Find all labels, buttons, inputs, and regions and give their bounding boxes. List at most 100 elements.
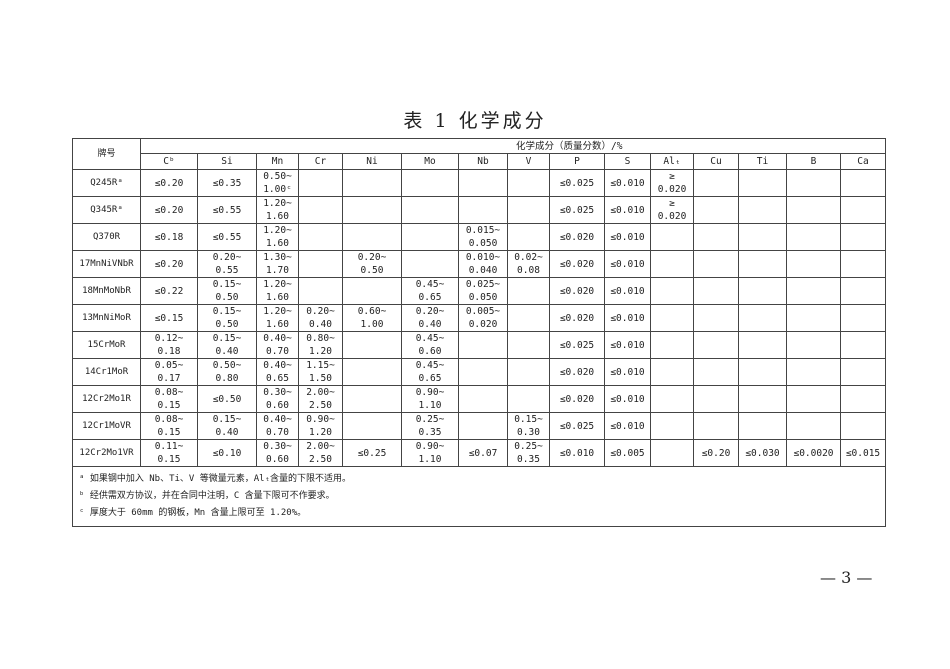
column-header: Mo	[401, 153, 459, 170]
column-header: Ca	[840, 153, 886, 170]
value-cell	[693, 358, 739, 386]
value-cell: 1.20~ 1.60	[256, 304, 299, 332]
table-title: 表 1 化学成分	[403, 110, 547, 132]
value-cell: ≤0.20	[140, 169, 198, 197]
value-cell: 0.30~ 0.60	[256, 439, 299, 467]
value-cell	[401, 196, 459, 224]
value-cell: 2.00~ 2.50	[298, 439, 343, 467]
value-cell: ≤0.010	[604, 169, 651, 197]
value-cell: ≥ 0.020	[650, 196, 694, 224]
value-cell	[507, 277, 550, 305]
value-cell: ≤0.015	[840, 439, 886, 467]
value-cell	[738, 385, 787, 413]
value-cell	[507, 169, 550, 197]
value-cell	[458, 331, 508, 359]
value-cell	[401, 223, 459, 251]
value-cell	[786, 331, 841, 359]
column-header: Alₜ	[650, 153, 694, 170]
value-cell: 0.25~ 0.35	[401, 412, 459, 440]
grade-cell: 12Cr2Mo1VR	[72, 439, 141, 467]
value-cell: ≤0.010	[604, 277, 651, 305]
value-cell	[650, 358, 694, 386]
value-cell: ≤0.22	[140, 277, 198, 305]
value-cell	[401, 169, 459, 197]
value-cell: ≤0.010	[604, 358, 651, 386]
value-cell: ≤0.025	[549, 169, 605, 197]
column-header: Si	[197, 153, 257, 170]
value-cell	[786, 169, 841, 197]
value-cell: ≤0.025	[549, 196, 605, 224]
value-cell: ≥ 0.020	[650, 169, 694, 197]
value-cell	[738, 223, 787, 251]
value-cell	[738, 412, 787, 440]
value-cell	[840, 196, 886, 224]
value-cell	[840, 385, 886, 413]
value-cell	[342, 196, 402, 224]
value-cell: 0.08~ 0.15	[140, 385, 198, 413]
value-cell: ≤0.005	[604, 439, 651, 467]
value-cell	[738, 250, 787, 278]
grade-cell: 18MnMoNbR	[72, 277, 141, 305]
value-cell: ≤0.010	[604, 331, 651, 359]
value-cell: ≤0.010	[604, 304, 651, 332]
column-header: Ni	[342, 153, 402, 170]
value-cell	[298, 196, 343, 224]
value-cell	[458, 169, 508, 197]
column-header: B	[786, 153, 841, 170]
value-cell: 1.30~ 1.70	[256, 250, 299, 278]
value-cell: 0.40~ 0.70	[256, 412, 299, 440]
value-cell	[507, 358, 550, 386]
value-cell: 0.12~ 0.18	[140, 331, 198, 359]
value-cell	[693, 385, 739, 413]
value-cell: ≤0.20	[140, 196, 198, 224]
footnote: ᶜ 厚度大于 60mm 的钢板，Mn 含量上限可至 1.20%。	[79, 508, 307, 518]
grade-cell: 17MnNiVNbR	[72, 250, 141, 278]
value-cell: 0.20~ 0.55	[197, 250, 257, 278]
value-cell	[786, 223, 841, 251]
value-cell	[507, 385, 550, 413]
value-cell	[342, 277, 402, 305]
value-cell: ≤0.15	[140, 304, 198, 332]
table-row: 12Cr2Mo1R 0.08~ 0.15 ≤0.50 0.30~ 0.60 2.00~ …	[72, 385, 886, 413]
value-cell	[693, 223, 739, 251]
value-cell: 0.45~ 0.60	[401, 331, 459, 359]
footnote: ᵇ 经供需双方协议，并在合同中注明，C 含量下限可不作要求。	[79, 491, 335, 501]
value-cell	[458, 358, 508, 386]
value-cell	[786, 250, 841, 278]
value-cell	[738, 169, 787, 197]
value-cell: 0.20~ 0.40	[401, 304, 459, 332]
value-cell: 0.40~ 0.65	[256, 358, 299, 386]
column-header: Cᵇ	[140, 153, 198, 170]
value-cell: 0.15~ 0.50	[197, 277, 257, 305]
value-cell	[786, 277, 841, 305]
footnotes: ᵃ 如果钢中加入 Nb、Ti、V 等微量元素，Alₜ含量的下限不适用。 ᵇ 经供需…	[72, 466, 886, 527]
value-cell: 0.60~ 1.00	[342, 304, 402, 332]
value-cell	[458, 385, 508, 413]
value-cell: 0.11~ 0.15	[140, 439, 198, 467]
chemical-composition-table: 牌号 化学成分（质量分数）/% Cᵇ Si Mn Cr Ni Mo Nb V P S Alₜ Cu Ti…	[72, 138, 886, 527]
value-cell	[840, 412, 886, 440]
table-row: 13MnNiMoR ≤0.15 0.15~ 0.50 1.20~ 1.60 0.20~ …	[72, 304, 886, 332]
value-cell: 0.90~ 1.10	[401, 385, 459, 413]
grade-cell: Q370R	[72, 223, 141, 251]
grade-cell: 12Cr1MoVR	[72, 412, 141, 440]
value-cell: 0.80~ 1.20	[298, 331, 343, 359]
value-cell	[458, 196, 508, 224]
value-cell: 0.45~ 0.65	[401, 277, 459, 305]
value-cell	[840, 358, 886, 386]
value-cell	[507, 331, 550, 359]
value-cell	[693, 277, 739, 305]
value-cell	[840, 250, 886, 278]
value-cell	[693, 250, 739, 278]
value-cell: ≤0.55	[197, 223, 257, 251]
value-cell: 0.90~ 1.20	[298, 412, 343, 440]
value-cell	[401, 250, 459, 278]
value-cell	[786, 196, 841, 224]
value-cell	[650, 223, 694, 251]
value-cell: 0.010~ 0.040	[458, 250, 508, 278]
value-cell: ≤0.020	[549, 250, 605, 278]
value-cell	[342, 169, 402, 197]
value-cell	[650, 439, 694, 467]
value-cell: 0.15~ 0.40	[197, 412, 257, 440]
grade-cell: Q345Rᵃ	[72, 196, 141, 224]
